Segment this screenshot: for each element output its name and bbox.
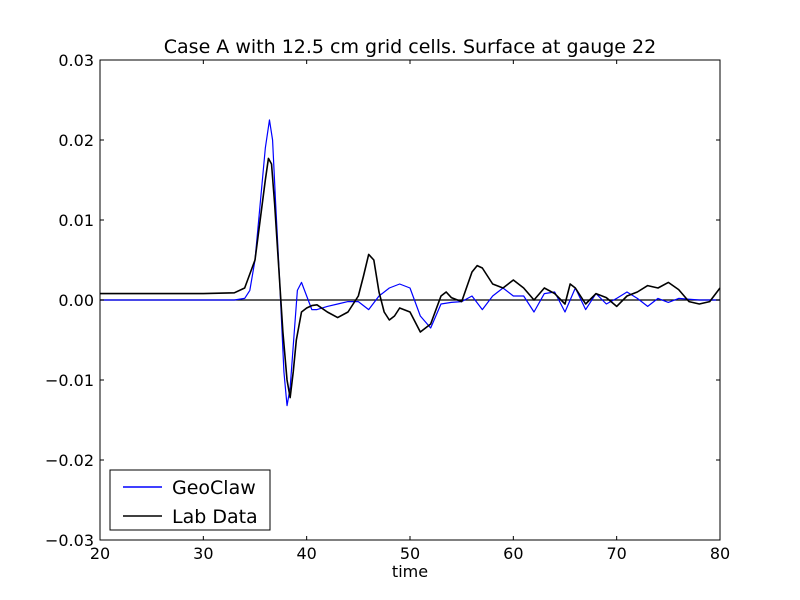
x-tick-label: 40: [296, 544, 316, 563]
y-tick-label: −0.01: [45, 371, 94, 390]
x-tick-label: 50: [400, 544, 420, 563]
y-tick-label: 0.03: [58, 51, 94, 70]
x-axis-label: time: [392, 562, 428, 581]
legend-label-lab-data: Lab Data: [172, 506, 258, 528]
chart-title: Case A with 12.5 cm grid cells. Surface …: [164, 36, 656, 58]
x-tick-label: 30: [193, 544, 213, 563]
x-tick-label: 70: [606, 544, 626, 563]
series-line-lab-data: [100, 157, 721, 399]
plot-area: 20 30 40 50 60 70 80 −0.03 −0.02 −0.01 0.00 0.01 0.0…: [45, 51, 730, 563]
x-tick-label: 20: [90, 544, 110, 563]
y-tick-label: −0.02: [45, 451, 94, 470]
x-tick-label: 80: [710, 544, 730, 563]
legend-box: [109, 469, 271, 531]
y-tick-label: 0.01: [58, 211, 94, 230]
y-tick-label: 0.00: [58, 291, 94, 310]
y-tick-label: 0.02: [58, 131, 94, 150]
x-tick-label: 60: [503, 544, 523, 563]
legend-label-geoclaw: GeoClaw: [172, 477, 256, 499]
y-tick-label: −0.03: [45, 531, 94, 550]
series-line-geoclaw: [100, 119, 720, 407]
